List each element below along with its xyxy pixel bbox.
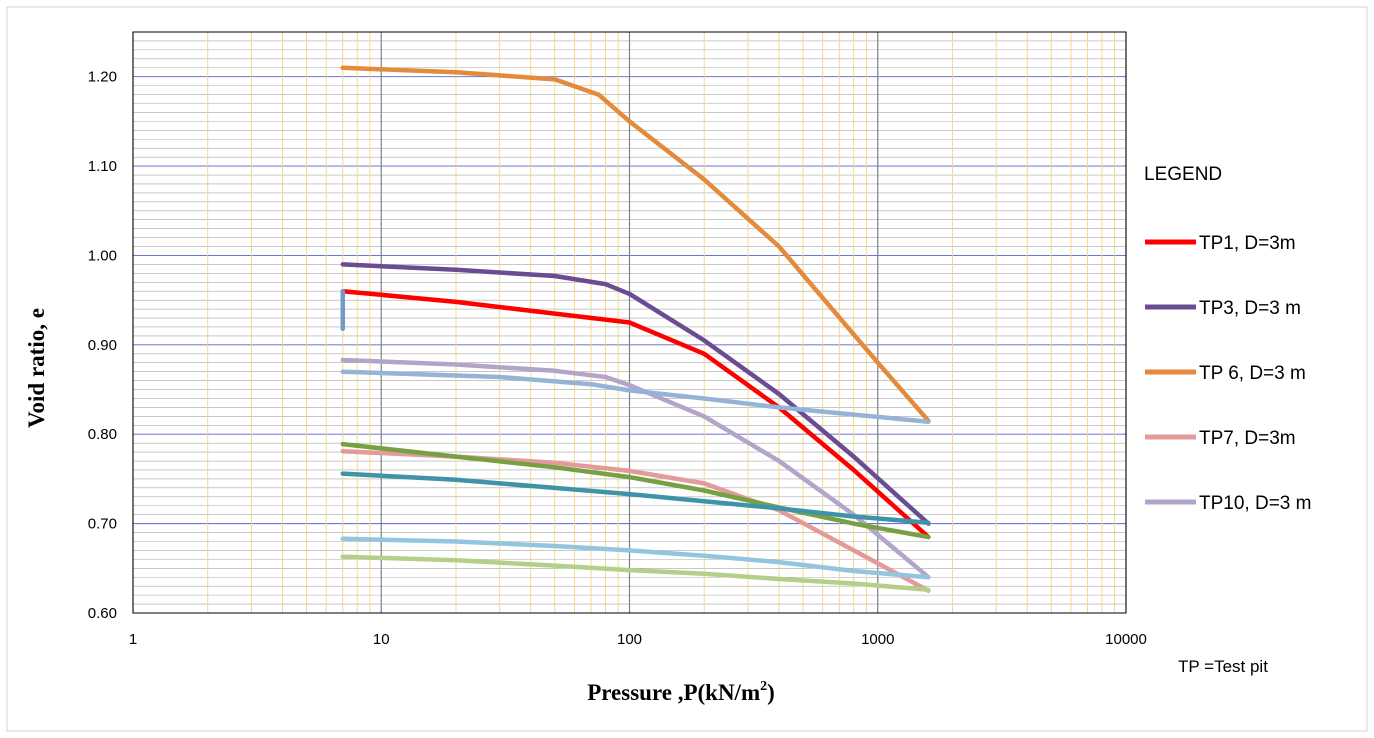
y-tick-label: 1.20 (88, 69, 117, 86)
x-tick-label: 100 (617, 631, 642, 648)
legend-entry-label: TP 6, D=3 m (1199, 363, 1306, 384)
y-tick-label: 0.80 (88, 426, 117, 443)
legend-entry-label: TP7, D=3m (1199, 428, 1296, 449)
y-tick-label: 1.10 (88, 158, 117, 175)
legend-entry-label: TP3, D=3 m (1199, 298, 1301, 319)
legend-entry-label: TP10, D=3 m (1199, 493, 1311, 514)
x-axis-title: Pressure ,P(kN/m2) (587, 679, 775, 705)
x-axis-title-main: Pressure ,P(kN/m (587, 680, 760, 705)
y-tick-label: 1.00 (88, 247, 117, 264)
series-line-8 (340, 441, 931, 540)
x-tick-label: 10 (373, 631, 390, 648)
series-line-2 (340, 262, 931, 526)
x-tick-label: 10000 (1105, 631, 1147, 648)
x-tick-label: 1000 (861, 631, 894, 648)
series-line-11 (340, 554, 931, 593)
series-line-1 (340, 288, 931, 540)
y-tick-label: 0.70 (88, 516, 117, 533)
chart-border (6, 6, 1368, 732)
legend: LEGEND TP1, D=3m TP3, D=3 m TP 6, D=3 m TP7… (1144, 164, 1311, 514)
series-line-10 (340, 536, 931, 580)
series-line-5 (340, 357, 931, 580)
y-axis-title: Void ratio, e (24, 308, 49, 428)
x-axis-title-superscript: 2 (760, 679, 767, 694)
legend-entry-label: TP1, D=3m (1199, 233, 1296, 254)
y-tick-label: 0.90 (88, 337, 117, 354)
series-line-7 (340, 369, 931, 424)
x-tick-label: 1 (129, 631, 137, 648)
x-axis-title-end: ) (767, 680, 775, 705)
series-line-9 (340, 471, 931, 525)
legend-title: LEGEND (1144, 164, 1222, 185)
plot-frame (132, 31, 1127, 614)
y-tick-label: 0.60 (88, 605, 117, 622)
test-pit-note: TP =Test pit (1178, 657, 1268, 676)
series-line-3 (340, 65, 931, 424)
